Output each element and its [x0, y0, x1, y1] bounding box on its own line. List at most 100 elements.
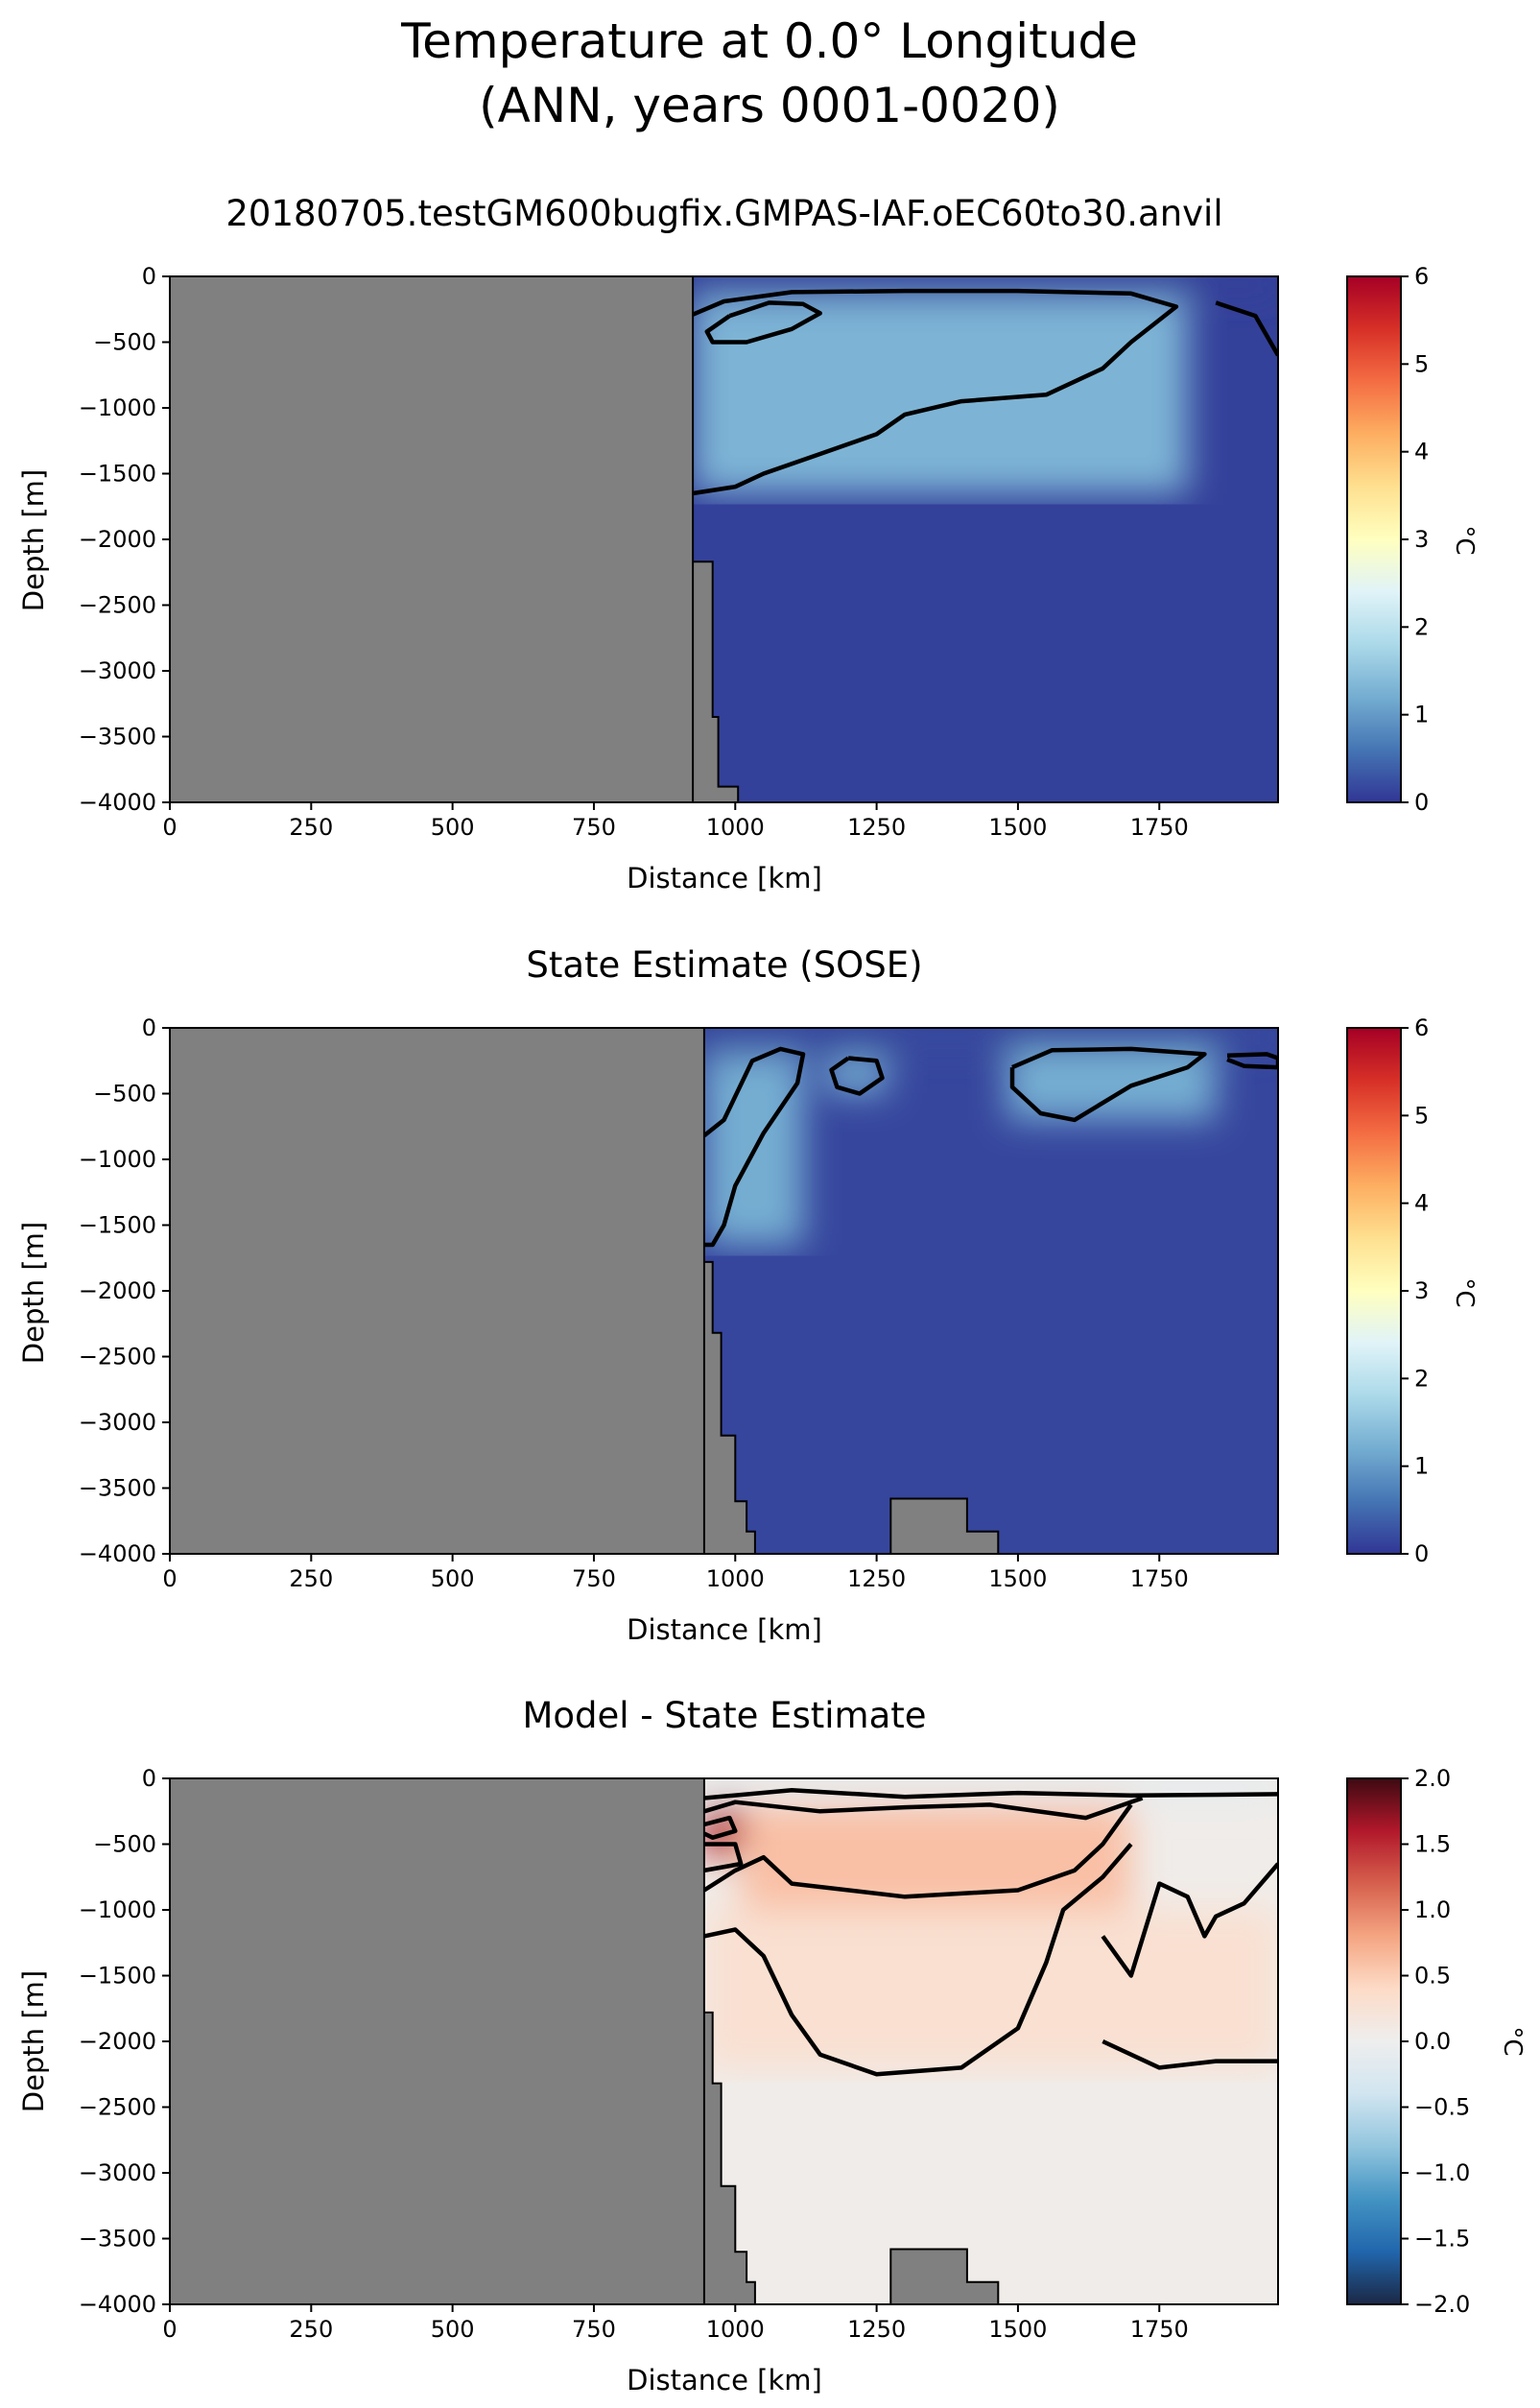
field-region: [703, 1910, 1278, 2068]
x-tick-label: 0: [162, 2316, 177, 2343]
colorbar-gradient: [1346, 1027, 1402, 1555]
y-tick-label: −3500: [79, 2226, 156, 2253]
figure-title-line1: Temperature at 0.0° Longitude: [400, 13, 1138, 69]
y-tick-label: 0: [142, 1014, 156, 1041]
x-axis-label: Distance [km]: [627, 2364, 822, 2396]
panel-title: Model - State Estimate: [522, 1695, 926, 1736]
panel-title: 20180705.testGM600bugfix.GMPAS-IAF.oEC60…: [225, 193, 1222, 234]
y-tick-label: −2000: [79, 2028, 156, 2055]
contour-line: [704, 300, 822, 345]
y-tick-label: −1000: [79, 1146, 156, 1173]
x-tick-label: 750: [572, 814, 616, 841]
colorbar: 2.0 1.5 1.0 0.5 0.0 −0.5 −1.0 −1.5 −2.0: [1346, 1765, 1470, 2318]
x-tick-label: 750: [572, 2316, 616, 2343]
y-axis-label: Depth [m]: [17, 469, 50, 611]
colorbar-tick-label: 1.5: [1414, 1831, 1451, 1858]
contour-line: [702, 1815, 738, 1840]
contour-line: [703, 1843, 1133, 2077]
colorbar: 0 1 2 3 4 5 6: [1346, 263, 1429, 816]
contour-line: [1102, 2038, 1278, 2070]
colorbar-tick-label: 2: [1414, 613, 1429, 640]
colorbar-tick-label: 3: [1414, 1277, 1429, 1304]
panel-state-estimate: State Estimate (SOSE) 0 250 500 750 1000 1250…: [17, 944, 1479, 1646]
colorbar-gradient: [1346, 275, 1402, 803]
field-region: [1007, 1047, 1217, 1120]
y-tick-label: −4000: [79, 789, 156, 816]
land-mask: [170, 1778, 1000, 2304]
contour-line: [1226, 1052, 1278, 1070]
y-tick-label: −1500: [79, 1963, 156, 1990]
field-region: [741, 1804, 1131, 1910]
y-tick-label: −1000: [79, 1896, 156, 1923]
y-tick-label: −3000: [79, 657, 156, 684]
colorbar-tick-label: 0: [1414, 789, 1429, 816]
y-tick-label: 0: [142, 1765, 156, 1792]
x-tick-label: 1500: [988, 1565, 1047, 1592]
field-region: [703, 1028, 1278, 1048]
y-tick-label: −1500: [79, 461, 156, 488]
colorbar: 0 1 2 3 4 5 6: [1346, 1014, 1429, 1567]
colorbar-tick-label: −1.5: [1414, 2226, 1470, 2253]
x-tick-label: 1250: [847, 814, 906, 841]
y-tick-label: −500: [93, 329, 156, 356]
x-tick-label: 1000: [706, 2316, 765, 2343]
contour-line: [702, 1803, 1133, 1899]
land-mask: [170, 1028, 1000, 1554]
y-tick-label: −3500: [79, 1475, 156, 1502]
colorbar-label: °C: [1498, 2026, 1527, 2056]
x-tick-label: 1250: [847, 1565, 906, 1592]
x-tick-label: 0: [162, 1565, 177, 1592]
x-tick-label: 1250: [847, 2316, 906, 2343]
colorbar-tick-label: 0.0: [1414, 2028, 1451, 2055]
panel-plot-area: 0 250 500 750 1000 1250 1500 1750 0 −500 −1000 −150…: [79, 263, 1279, 841]
colorbar-label: °C: [1450, 1277, 1479, 1307]
x-tick-label: 1000: [706, 814, 765, 841]
y-tick-label: −2000: [79, 526, 156, 553]
y-tick-label: 0: [142, 263, 156, 290]
colorbar-tick-label: 5: [1414, 350, 1429, 377]
x-tick-label: 1750: [1130, 814, 1189, 841]
y-tick-label: −2500: [79, 592, 156, 619]
x-tick-label: 250: [289, 2316, 333, 2343]
y-tick-label: −500: [93, 1831, 156, 1858]
panel-plot-area: 0 250 500 750 1000 1250 1500 1750 0 −500 −1000 −150…: [79, 1765, 1279, 2343]
colorbar-label: °C: [1450, 525, 1479, 555]
y-tick-label: −2000: [79, 1277, 156, 1304]
field-region: [693, 276, 1278, 293]
x-tick-label: 250: [289, 1565, 333, 1592]
y-tick-label: −4000: [79, 2291, 156, 2318]
x-axis-label: Distance [km]: [627, 862, 822, 894]
panel-model: 20180705.testGM600bugfix.GMPAS-IAF.oEC60…: [17, 193, 1479, 894]
x-tick-label: 1750: [1130, 2316, 1189, 2343]
y-axis-label: Depth [m]: [17, 1222, 50, 1364]
field-region: [693, 296, 1188, 494]
y-tick-label: −3000: [79, 1409, 156, 1436]
contour-line: [1009, 1046, 1207, 1123]
y-tick-label: −1500: [79, 1212, 156, 1239]
colorbar-tick-label: 6: [1414, 1014, 1429, 1041]
x-axis-label: Distance [km]: [627, 1613, 822, 1646]
y-tick-label: −2500: [79, 2094, 156, 2121]
colorbar-tick-label: 0.5: [1414, 1963, 1451, 1990]
y-tick-label: −3000: [79, 2159, 156, 2186]
colorbar-tick-label: 1.0: [1414, 1896, 1451, 1923]
x-tick-label: 1750: [1130, 1565, 1189, 1592]
panel-plot-area: 0 250 500 750 1000 1250 1500 1750 0 −500 −1000 −150…: [79, 1014, 1279, 1592]
colorbar-tick-label: 1: [1414, 702, 1429, 728]
contour-line: [1101, 1862, 1278, 1978]
x-tick-label: 250: [289, 814, 333, 841]
colorbar-tick-label: −1.0: [1414, 2159, 1470, 2186]
panel-title: State Estimate (SOSE): [526, 944, 922, 986]
y-tick-label: −2500: [79, 1344, 156, 1371]
colorbar-tick-label: −0.5: [1414, 2094, 1470, 2121]
contour-line: [703, 1796, 1144, 1821]
contour-line: [829, 1056, 885, 1096]
colorbar-tick-label: 1: [1414, 1453, 1429, 1480]
contour-line: [703, 1842, 744, 1873]
colorbar-tick-label: 5: [1414, 1102, 1429, 1129]
colorbar-tick-label: 4: [1414, 1190, 1429, 1217]
colorbar-tick-label: 2.0: [1414, 1765, 1451, 1792]
x-tick-label: 500: [431, 2316, 475, 2343]
colorbar-tick-label: 4: [1414, 439, 1429, 465]
